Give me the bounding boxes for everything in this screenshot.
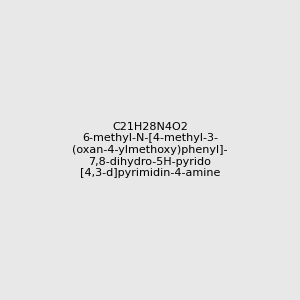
Text: C21H28N4O2
6-methyl-N-[4-methyl-3-
(oxan-4-ylmethoxy)phenyl]-
7,8-dihydro-5H-pyr: C21H28N4O2 6-methyl-N-[4-methyl-3- (oxan…	[72, 122, 228, 178]
